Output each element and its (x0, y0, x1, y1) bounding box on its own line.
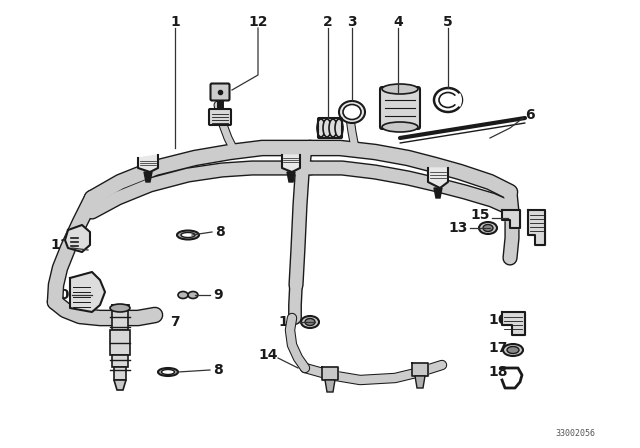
FancyBboxPatch shape (380, 87, 420, 129)
Text: 3: 3 (347, 15, 357, 29)
Polygon shape (428, 168, 448, 188)
FancyBboxPatch shape (209, 109, 231, 125)
Text: 5: 5 (443, 15, 453, 29)
Polygon shape (138, 155, 158, 172)
Ellipse shape (382, 122, 418, 132)
Ellipse shape (181, 233, 195, 237)
Ellipse shape (483, 224, 493, 232)
Wedge shape (448, 93, 462, 107)
Text: 33002056: 33002056 (555, 429, 595, 438)
Text: 4: 4 (393, 15, 403, 29)
Text: 7: 7 (170, 315, 180, 329)
Polygon shape (110, 330, 130, 355)
Text: 9: 9 (213, 288, 223, 302)
Text: 6: 6 (525, 108, 535, 122)
Text: 1: 1 (170, 15, 180, 29)
Ellipse shape (323, 119, 331, 137)
Ellipse shape (305, 319, 315, 326)
Text: 18: 18 (488, 365, 508, 379)
Ellipse shape (339, 101, 365, 123)
Polygon shape (434, 188, 442, 198)
Polygon shape (287, 172, 295, 182)
Ellipse shape (343, 104, 361, 120)
Ellipse shape (507, 346, 519, 353)
Polygon shape (325, 380, 335, 392)
Text: 2: 2 (323, 15, 333, 29)
Text: 11: 11 (51, 238, 70, 252)
Text: 15: 15 (470, 208, 490, 222)
Text: 16: 16 (488, 313, 508, 327)
Ellipse shape (317, 119, 325, 137)
FancyBboxPatch shape (211, 83, 230, 100)
Text: 10: 10 (51, 288, 70, 302)
Ellipse shape (161, 370, 175, 375)
Text: 17: 17 (488, 341, 508, 355)
Polygon shape (415, 376, 425, 388)
Ellipse shape (188, 292, 198, 298)
Ellipse shape (335, 119, 343, 137)
Text: 13: 13 (448, 221, 468, 235)
Ellipse shape (301, 316, 319, 328)
Polygon shape (412, 363, 428, 376)
Ellipse shape (329, 119, 337, 137)
Text: 14: 14 (259, 348, 278, 362)
Polygon shape (114, 380, 126, 390)
Polygon shape (112, 355, 128, 367)
Polygon shape (70, 272, 105, 312)
Polygon shape (114, 367, 126, 380)
Ellipse shape (110, 304, 130, 312)
Wedge shape (448, 95, 457, 104)
Polygon shape (502, 312, 525, 335)
Polygon shape (528, 210, 545, 245)
Polygon shape (65, 225, 90, 252)
Ellipse shape (177, 231, 199, 240)
Ellipse shape (382, 84, 418, 94)
Text: 12: 12 (248, 15, 268, 29)
Text: 8: 8 (213, 363, 223, 377)
Ellipse shape (158, 368, 178, 376)
Ellipse shape (178, 292, 188, 298)
Polygon shape (502, 210, 520, 228)
Polygon shape (112, 305, 128, 330)
Polygon shape (322, 367, 338, 380)
Polygon shape (144, 172, 152, 182)
Polygon shape (282, 155, 300, 172)
Ellipse shape (503, 344, 523, 356)
Ellipse shape (479, 222, 497, 234)
Text: 13: 13 (278, 315, 298, 329)
Text: 8: 8 (215, 225, 225, 239)
